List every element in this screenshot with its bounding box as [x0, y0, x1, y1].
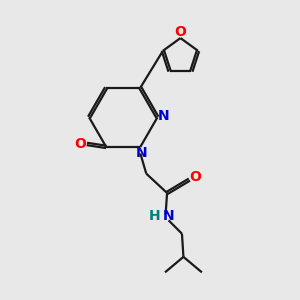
Text: O: O	[175, 25, 186, 39]
Text: H: H	[148, 209, 160, 223]
Text: O: O	[189, 169, 201, 184]
Text: N: N	[136, 146, 148, 160]
Text: N: N	[163, 209, 174, 223]
Text: O: O	[74, 137, 86, 151]
Text: N: N	[158, 109, 169, 123]
